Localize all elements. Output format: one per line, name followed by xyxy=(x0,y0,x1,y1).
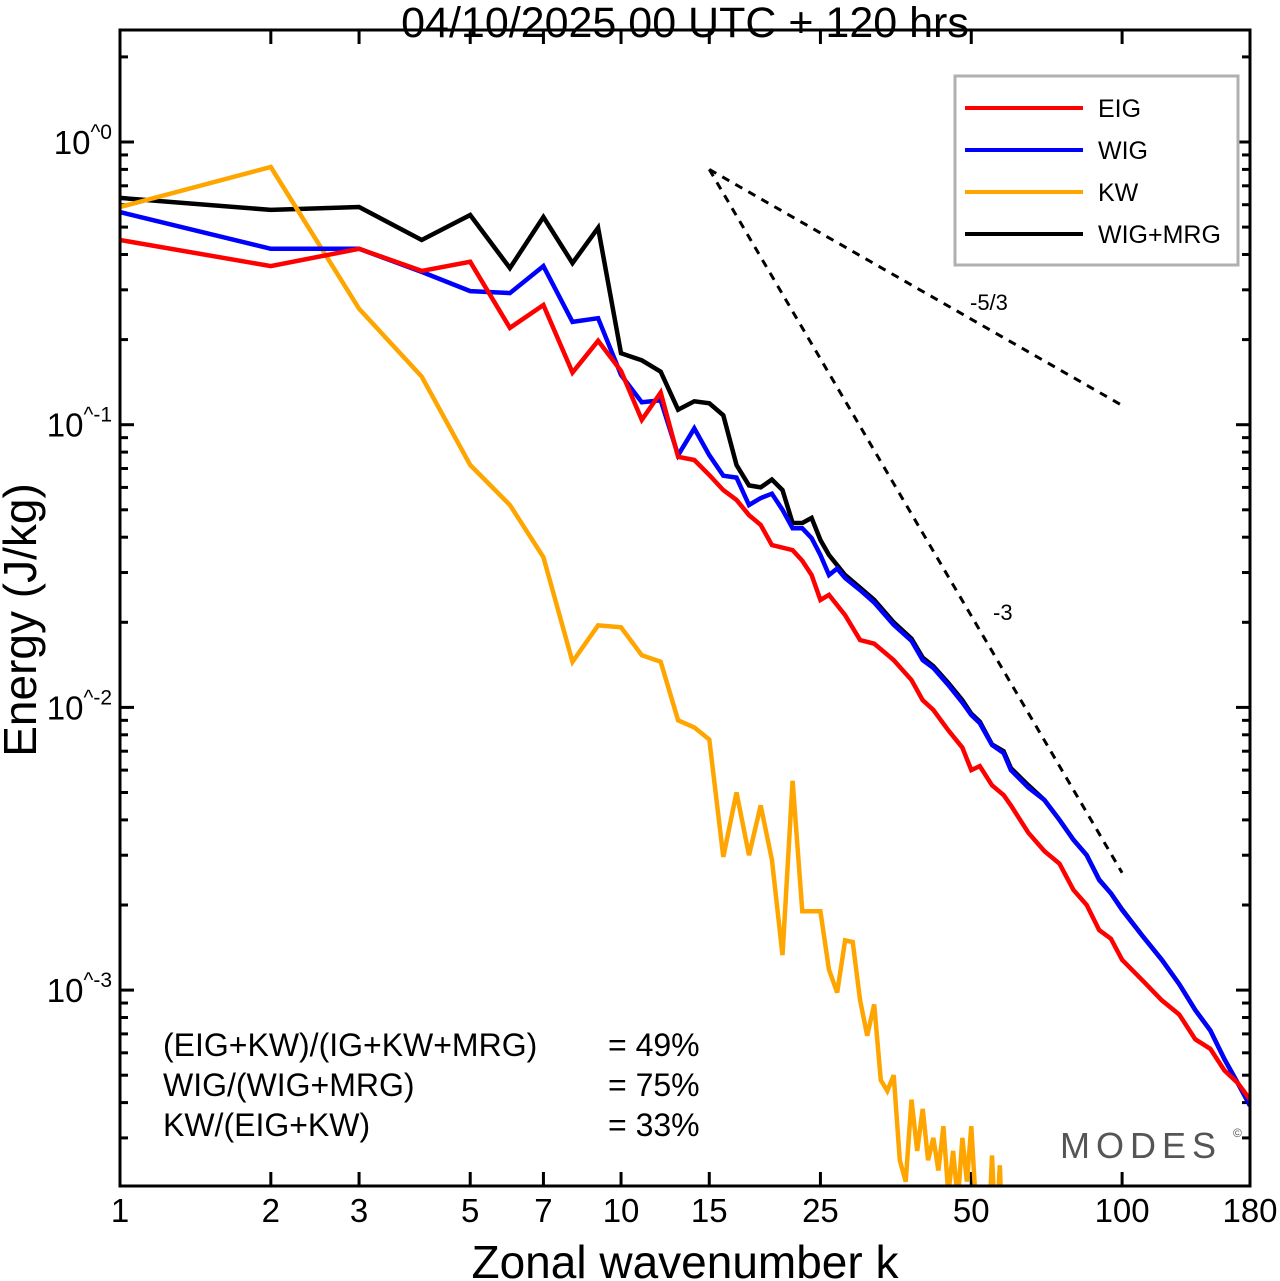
x-tick-labels: 1 2 3 5 7 10 15 25 50 100 180 xyxy=(111,1192,1278,1229)
ratio-value: = 33% xyxy=(608,1107,700,1143)
legend-label: WIG+MRG xyxy=(1098,221,1221,249)
ratio-label: WIG/(WIG+MRG) xyxy=(163,1067,415,1103)
x-tick-label: 25 xyxy=(802,1192,839,1229)
x-tick-label: 180 xyxy=(1222,1192,1277,1229)
x-tick-label: 50 xyxy=(953,1192,990,1229)
legend: EIG WIG KW WIG+MRG xyxy=(953,74,1240,267)
legend-label: WIG xyxy=(1098,137,1148,165)
ratio-value: = 49% xyxy=(608,1027,700,1063)
y-axis-label: Energy (J/kg) xyxy=(0,483,46,757)
legend-label: KW xyxy=(1098,179,1139,207)
x-tick-label: 7 xyxy=(534,1192,552,1229)
legend-label: EIG xyxy=(1098,95,1141,123)
modes-watermark: MODES xyxy=(1060,1125,1222,1166)
series-lines xyxy=(120,164,1250,1186)
x-tick-label: 100 xyxy=(1095,1192,1150,1229)
x-tick-label: 1 xyxy=(111,1192,129,1229)
y-tick-label: 10^-3 xyxy=(47,969,112,1009)
series-line-kw xyxy=(120,164,1003,1186)
series-line-eig xyxy=(120,237,1250,1101)
x-tick-label: 15 xyxy=(691,1192,728,1229)
reference-line xyxy=(707,168,1124,874)
x-tick-label: 5 xyxy=(461,1192,479,1229)
x-tick-label: 3 xyxy=(350,1192,368,1229)
plot-frame xyxy=(118,28,1252,1188)
y-tick-label: 10^-1 xyxy=(47,404,112,444)
x-axis-label: Zonal wavenumber k xyxy=(472,1236,900,1281)
reference-line xyxy=(708,168,1123,407)
copyright-mark: © xyxy=(1233,1126,1242,1140)
y-tick-label: 10^0 xyxy=(54,121,112,161)
y-tick-labels: 10^0 10^-1 10^-2 10^-3 xyxy=(47,121,112,1009)
x-tick-label: 10 xyxy=(603,1192,640,1229)
ratio-label: (EIG+KW)/(IG+KW+MRG) xyxy=(163,1027,537,1063)
slope-label-5-3: -5/3 xyxy=(970,290,1008,315)
ratio-value: = 75% xyxy=(608,1067,700,1103)
ratio-annotations: (EIG+KW)/(IG+KW+MRG) = 49% WIG/(WIG+MRG)… xyxy=(163,1027,700,1143)
slope-label-3: -3 xyxy=(993,600,1013,625)
reference-slope-lines xyxy=(707,168,1124,874)
y-tick-label: 10^-2 xyxy=(47,686,112,726)
x-tick-label: 2 xyxy=(262,1192,280,1229)
chart-title: 04/10/2025 00 UTC + 120 hrs xyxy=(401,0,969,47)
ratio-label: KW/(EIG+KW) xyxy=(163,1107,370,1143)
